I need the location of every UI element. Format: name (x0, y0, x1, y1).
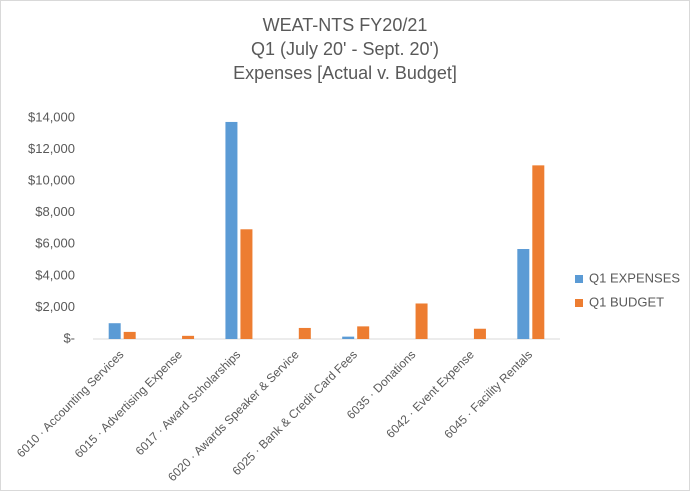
bar (473, 328, 486, 339)
y-tick-label: $8,000 (35, 204, 75, 219)
bar (225, 121, 238, 339)
legend-label: Q1 EXPENSES (589, 270, 680, 285)
bar (415, 303, 428, 339)
chart-title: Q1 (July 20' - Sept. 20') (251, 39, 439, 59)
y-tick-label: $10,000 (28, 173, 75, 188)
chart-title: WEAT-NTS FY20/21 (263, 15, 428, 35)
bar (342, 336, 355, 339)
y-tick-label: $- (63, 330, 75, 345)
y-tick-label: $4,000 (35, 267, 75, 282)
bar (517, 249, 530, 339)
chart-title: Expenses [Actual v. Budget] (233, 63, 457, 83)
y-tick-label: $6,000 (35, 236, 75, 251)
y-tick-label: $2,000 (35, 299, 75, 314)
bar (240, 229, 253, 339)
y-tick-label: $14,000 (28, 109, 75, 124)
bar (108, 323, 121, 339)
y-tick-label: $12,000 (28, 141, 75, 156)
legend-swatch (575, 299, 583, 307)
legend-label: Q1 BUDGET (589, 294, 664, 309)
bar (182, 335, 195, 339)
bar (357, 326, 370, 339)
bar (532, 165, 545, 339)
legend-swatch (575, 275, 583, 283)
bar (123, 331, 136, 339)
bar (298, 327, 311, 339)
